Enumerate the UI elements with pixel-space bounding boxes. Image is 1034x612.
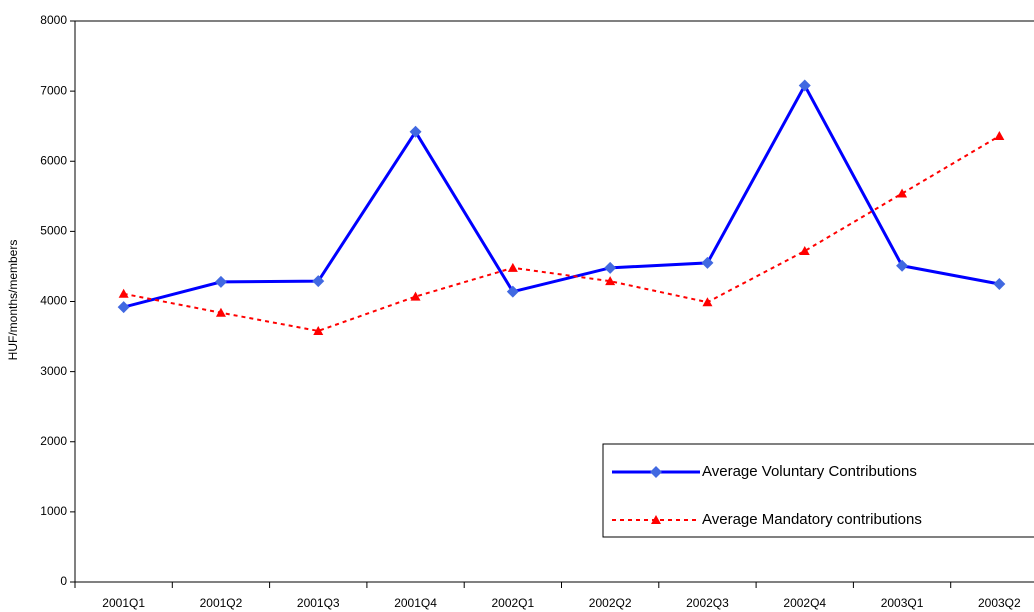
data-point bbox=[117, 301, 130, 314]
series-line bbox=[123, 135, 1000, 332]
data-point bbox=[215, 307, 226, 317]
y-tick-label: 4000 bbox=[40, 294, 67, 308]
data-point bbox=[507, 262, 518, 272]
y-tick-label: 2000 bbox=[40, 434, 67, 448]
x-tick-label: 2001Q4 bbox=[394, 596, 437, 610]
y-tick-label: 5000 bbox=[40, 224, 67, 238]
x-tick-label: 2001Q3 bbox=[297, 596, 340, 610]
data-point bbox=[994, 131, 1005, 141]
y-tick-label: 3000 bbox=[40, 364, 67, 378]
data-point bbox=[118, 288, 129, 298]
x-tick-label: 2002Q2 bbox=[589, 596, 632, 610]
x-tick-label: 2002Q1 bbox=[491, 596, 534, 610]
legend-box bbox=[602, 443, 1034, 538]
y-tick-label: 7000 bbox=[40, 83, 67, 97]
y-tick-label: 0 bbox=[60, 574, 67, 588]
data-point bbox=[702, 297, 713, 307]
y-axis-label: HUF/months/members bbox=[6, 240, 20, 361]
series-line bbox=[123, 82, 1000, 309]
data-point bbox=[896, 259, 909, 272]
legend-text: Average Voluntary Contributions bbox=[702, 463, 917, 480]
x-tick-label: 2001Q2 bbox=[200, 596, 243, 610]
data-point bbox=[506, 285, 519, 298]
data-point bbox=[214, 275, 227, 288]
data-point bbox=[701, 256, 714, 269]
data-point bbox=[312, 275, 325, 288]
y-tick-label: 8000 bbox=[40, 13, 67, 27]
data-point bbox=[799, 246, 810, 256]
data-point bbox=[798, 79, 811, 92]
data-point bbox=[993, 277, 1006, 290]
legend-marker bbox=[650, 466, 662, 478]
y-tick-label: 1000 bbox=[40, 504, 67, 518]
x-tick-label: 2002Q4 bbox=[783, 596, 826, 610]
legend-text: Average Mandatory contributions bbox=[702, 511, 922, 528]
data-point bbox=[604, 261, 617, 274]
data-point bbox=[409, 125, 422, 138]
x-tick-label: 2003Q1 bbox=[881, 596, 924, 610]
data-point bbox=[605, 276, 616, 286]
x-tick-label: 2002Q3 bbox=[686, 596, 729, 610]
data-point bbox=[897, 188, 908, 198]
x-tick-label: 2003Q2 bbox=[978, 596, 1021, 610]
data-point bbox=[313, 325, 324, 335]
legend-marker bbox=[651, 515, 661, 524]
x-tick-label: 2001Q1 bbox=[102, 596, 145, 610]
y-tick-label: 6000 bbox=[40, 153, 67, 167]
data-point bbox=[410, 291, 421, 301]
